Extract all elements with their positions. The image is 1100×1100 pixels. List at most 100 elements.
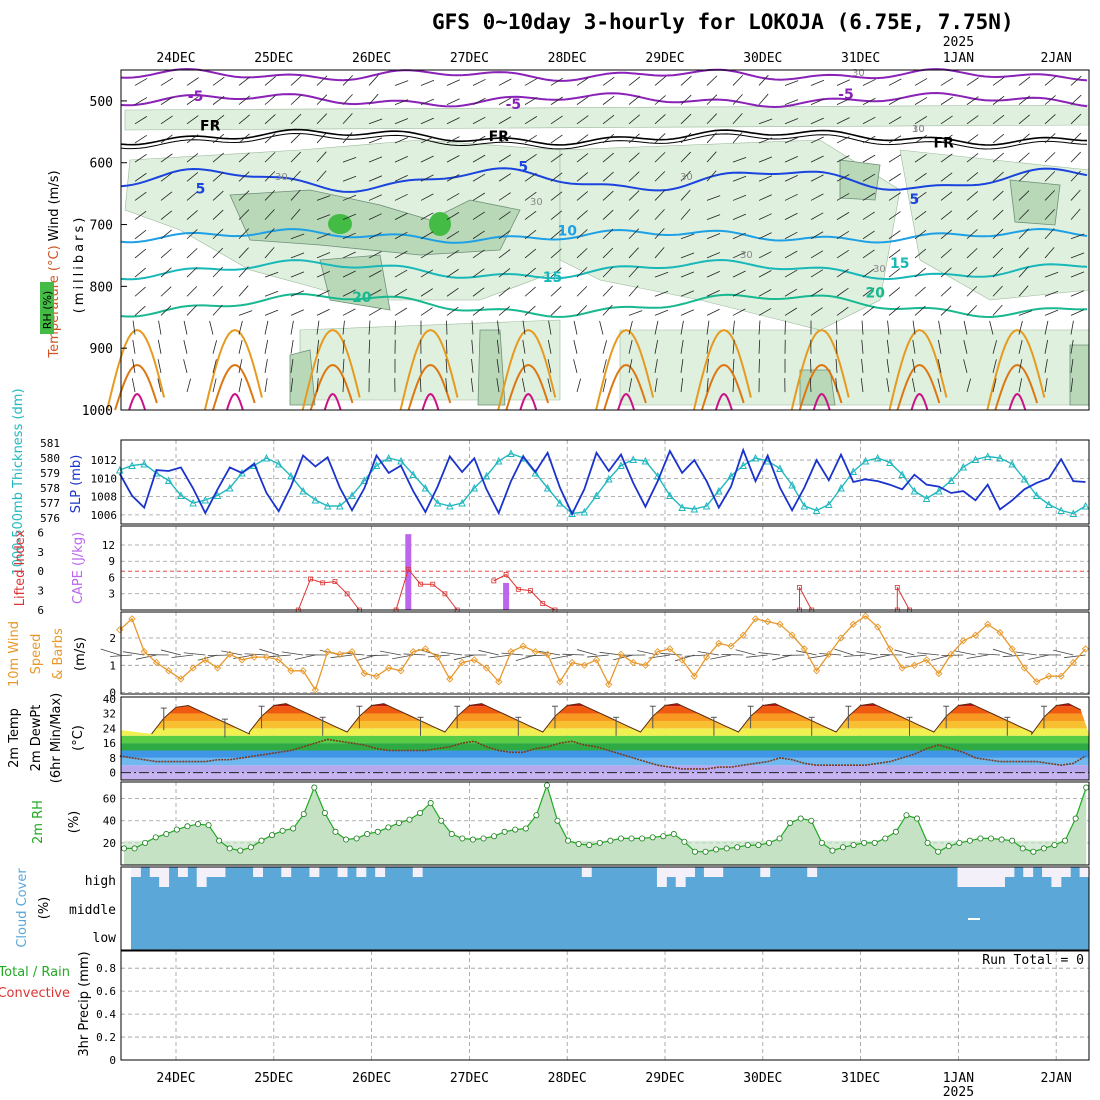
wind-barb bbox=[238, 378, 243, 393]
rh2m-point bbox=[702, 848, 709, 855]
wind-barb bbox=[758, 213, 772, 220]
isotherm-30 bbox=[114, 363, 158, 411]
rh2m-point bbox=[565, 837, 572, 844]
wind-barb bbox=[160, 210, 173, 220]
wind-barb bbox=[394, 193, 408, 201]
wind-barb bbox=[316, 358, 319, 373]
wind-speed-point bbox=[788, 631, 796, 639]
wind-barb bbox=[810, 79, 825, 86]
rh2m-point bbox=[205, 822, 212, 829]
wind-barb bbox=[706, 289, 720, 297]
upper-yunit: (millibars) bbox=[72, 215, 87, 314]
wind-barb bbox=[940, 267, 952, 278]
rh2m-point bbox=[300, 811, 307, 818]
thickness-point bbox=[1032, 491, 1041, 499]
cape-bar bbox=[503, 582, 510, 610]
thickness-point bbox=[531, 468, 540, 477]
wind-barb-10m bbox=[1053, 649, 1074, 656]
wind-barb bbox=[368, 308, 382, 316]
wind-barb bbox=[836, 174, 850, 182]
cloud-gap bbox=[149, 867, 160, 877]
wind-speed-point bbox=[1045, 672, 1053, 680]
wind-barb bbox=[732, 339, 735, 354]
isotherm-35 bbox=[714, 392, 733, 411]
wind-barb bbox=[758, 308, 772, 316]
isotherm-30 bbox=[407, 363, 452, 411]
rh2m-point bbox=[776, 835, 783, 842]
wind-barb bbox=[316, 214, 331, 220]
wind-barb bbox=[498, 211, 511, 220]
rh-area-dark bbox=[477, 329, 506, 406]
contour-label: FR bbox=[934, 135, 955, 151]
wind-barb-10m bbox=[197, 654, 218, 661]
thickness-point bbox=[886, 458, 894, 466]
rh2m-point bbox=[279, 827, 286, 834]
wind-barb bbox=[498, 154, 512, 163]
wind-barb bbox=[524, 267, 536, 278]
wind-barb bbox=[992, 133, 1005, 144]
wind-barb bbox=[446, 249, 459, 259]
rh-area bbox=[299, 319, 561, 401]
wind-barb bbox=[238, 209, 250, 220]
wind-barb bbox=[654, 247, 665, 259]
wind-barb bbox=[212, 304, 223, 316]
wind-speed-point bbox=[764, 617, 772, 626]
wind-barb bbox=[888, 154, 902, 163]
thickness-point bbox=[433, 498, 442, 507]
wind-barb bbox=[497, 320, 500, 335]
wind-barb bbox=[472, 268, 485, 278]
wind-barb bbox=[472, 211, 485, 220]
wind-barb bbox=[524, 210, 537, 220]
wind-barb bbox=[132, 320, 136, 335]
pressure-tick: 600 bbox=[90, 157, 113, 172]
wind-barb bbox=[368, 74, 379, 86]
page-title: GFS 0~10day 3-hourly for LOKOJA (6.75E, … bbox=[432, 10, 1014, 34]
wind-barb-10m bbox=[772, 654, 793, 661]
wind-barb bbox=[186, 267, 198, 278]
panel-frame bbox=[120, 950, 1090, 1061]
wind-barb bbox=[602, 190, 614, 201]
wind-barb bbox=[862, 287, 875, 297]
wind-barb bbox=[810, 174, 824, 182]
wind-barb bbox=[212, 285, 223, 297]
wind-barb bbox=[758, 137, 773, 144]
wind-barb bbox=[264, 309, 279, 316]
rh2m-point bbox=[660, 833, 667, 840]
wind-barb bbox=[209, 320, 214, 335]
cape-tick: 9 bbox=[108, 555, 115, 568]
wind-barb-10m bbox=[489, 654, 512, 659]
thickness-point bbox=[311, 495, 320, 504]
wind-barb bbox=[576, 286, 588, 297]
rh2m-point bbox=[575, 840, 582, 847]
wind-speed-point bbox=[201, 656, 209, 664]
isotherm-20 bbox=[120, 292, 1088, 319]
wind-barb bbox=[1044, 309, 1059, 316]
wind-barb-10m bbox=[100, 648, 120, 656]
isotherm-25 bbox=[888, 328, 948, 411]
wind-barb-10m bbox=[917, 652, 939, 656]
wind-barb bbox=[1070, 252, 1085, 259]
wind-speed-point bbox=[849, 620, 857, 628]
wind-barb bbox=[680, 233, 695, 240]
thickness-point bbox=[115, 465, 124, 474]
wind-speed-point bbox=[213, 664, 222, 672]
wind-barb bbox=[992, 359, 997, 374]
cloud-gap bbox=[253, 867, 263, 877]
wind-barb bbox=[238, 190, 250, 201]
wind-barb bbox=[238, 247, 249, 259]
rh2m-point bbox=[216, 837, 223, 844]
wind-barb bbox=[862, 306, 875, 316]
rh2m-point bbox=[607, 837, 614, 844]
wind-barb-10m bbox=[758, 652, 780, 656]
wind-barb bbox=[446, 98, 460, 105]
wind-barb bbox=[1070, 271, 1085, 278]
wind-barb bbox=[522, 320, 526, 335]
wind-speed-point bbox=[507, 647, 515, 656]
wind-speed-point bbox=[372, 672, 381, 680]
wind-barb bbox=[498, 287, 511, 297]
wind-barb bbox=[472, 78, 486, 86]
cloud-gap bbox=[985, 867, 996, 887]
thickness-tick: 576 bbox=[40, 512, 60, 525]
wind-barb bbox=[316, 170, 327, 182]
wind-barb bbox=[550, 286, 562, 297]
